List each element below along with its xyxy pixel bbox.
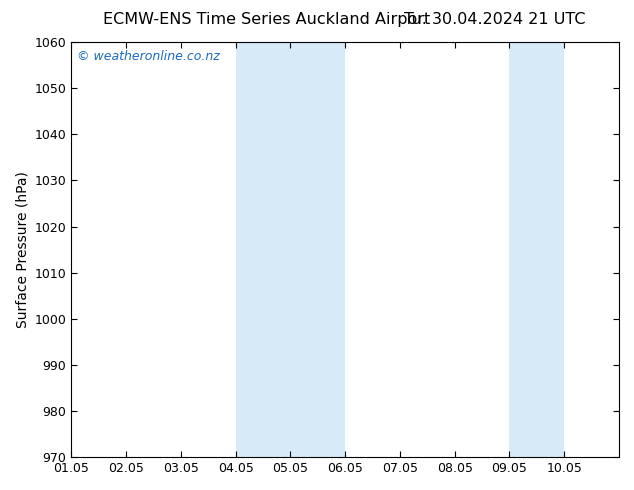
Text: © weatheronline.co.nz: © weatheronline.co.nz [77,50,219,63]
Bar [290,42,345,457]
Bar [236,42,290,457]
Y-axis label: Surface Pressure (hPa): Surface Pressure (hPa) [15,171,29,328]
Text: Tu. 30.04.2024 21 UTC: Tu. 30.04.2024 21 UTC [404,12,585,27]
Bar [510,42,564,457]
Text: ECMW-ENS Time Series Auckland Airport: ECMW-ENS Time Series Auckland Airport [103,12,430,27]
